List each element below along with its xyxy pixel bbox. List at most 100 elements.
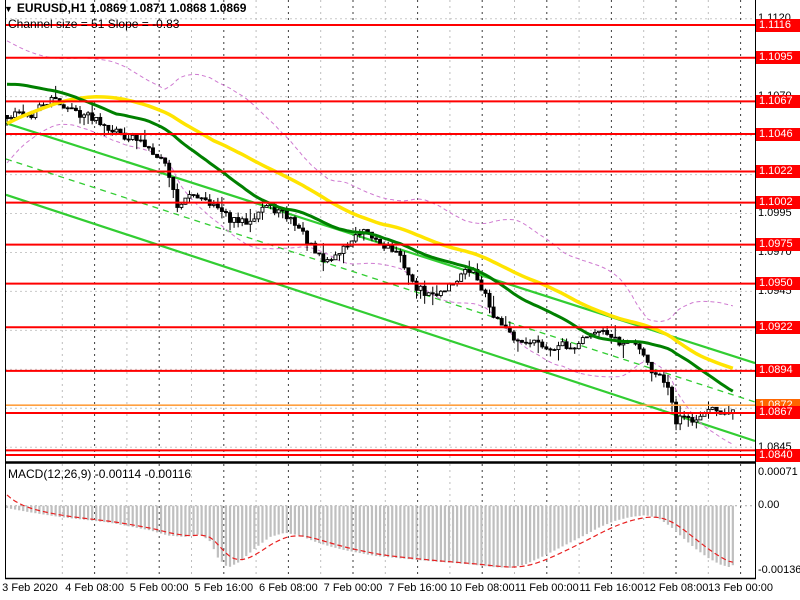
- time-axis-label: 13 Feb 00:00: [708, 582, 774, 594]
- macd-histogram-bar: [314, 505, 317, 542]
- macd-histogram-bar: [435, 505, 438, 562]
- macd-histogram-bar: [719, 505, 722, 565]
- price-level-badge: 1.0975: [756, 238, 800, 252]
- macd-histogram-bar: [561, 505, 564, 547]
- macd-histogram-bar: [176, 505, 179, 537]
- macd-histogram-bar: [131, 505, 134, 528]
- levels-layer: [5, 24, 755, 457]
- candle-body: [69, 107, 74, 110]
- macd-histogram-bar: [589, 505, 593, 532]
- candle-body: [256, 211, 261, 220]
- macd-scale-axis[interactable]: 0.00071 0.00 -0.00136: [756, 0, 800, 600]
- candle-body: [321, 253, 326, 263]
- macd-histogram-bar: [310, 505, 313, 541]
- macd-histogram-bar: [172, 505, 175, 537]
- candle-body: [94, 116, 99, 121]
- macd-histogram-bar: [87, 505, 90, 521]
- candle-body: [191, 194, 196, 196]
- macd-histogram-bar: [614, 505, 617, 521]
- macd-histogram-bar: [456, 505, 459, 564]
- macd-histogram-bar: [46, 505, 49, 516]
- candle-body: [224, 211, 228, 214]
- time-axis[interactable]: 3 Feb 2020 4 Feb 08:00 5 Feb 00:00 5 Feb 16…: [0, 580, 800, 600]
- macd-histogram-bar: [464, 505, 467, 565]
- channel-lower-line[interactable]: [5, 193, 755, 443]
- macd-histogram-bar: [500, 505, 503, 568]
- channel-middle-line[interactable]: [5, 158, 755, 403]
- macd-histogram-bar: [476, 505, 479, 566]
- price-level-badge: 1.0867: [756, 406, 800, 420]
- candle-body: [438, 290, 443, 296]
- time-axis-label: 11 Feb 00:00: [514, 582, 579, 594]
- candle-body: [694, 419, 699, 423]
- bollinger-upper-band: [6, 40, 733, 323]
- macd-histogram-bar: [151, 505, 155, 532]
- candle-body: [13, 111, 18, 118]
- candle-body: [106, 124, 111, 131]
- candle-body: [203, 197, 208, 201]
- candle-body: [714, 406, 719, 412]
- macd-histogram-bar: [164, 505, 167, 535]
- candle-body: [536, 339, 541, 343]
- candle-body: [414, 280, 419, 291]
- macd-histogram-bar: [468, 505, 471, 565]
- macd-histogram-bar: [261, 505, 264, 543]
- macd-histogram-bar: [277, 505, 280, 535]
- time-axis-label: 12 Feb 08:00: [643, 582, 709, 594]
- time-axis-label: 5 Feb 16:00: [194, 582, 254, 594]
- price-axis[interactable]: 1.11201.10951.10701.10451.10201.09951.09…: [756, 0, 800, 600]
- macd-histogram-bar: [354, 505, 357, 553]
- candle-body: [134, 134, 139, 141]
- macd-histogram-bar: [346, 505, 349, 551]
- candle-body: [211, 203, 216, 206]
- macd-histogram-bar: [289, 505, 292, 534]
- macd-histogram-bar: [557, 505, 560, 549]
- macd-histogram-bar: [293, 505, 297, 535]
- candle-body: [146, 146, 151, 149]
- candle-body: [17, 111, 22, 114]
- macd-histogram-bar: [585, 505, 588, 535]
- candle-body: [219, 207, 224, 212]
- candle-body: [155, 153, 159, 158]
- candle-body: [576, 343, 581, 350]
- candle-body: [511, 331, 516, 341]
- macd-histogram-bar: [374, 505, 378, 557]
- candle-body: [284, 210, 289, 220]
- macd-histogram-bar: [427, 505, 430, 562]
- macd-histogram-bar: [492, 505, 495, 568]
- macd-histogram-bar: [666, 505, 670, 525]
- candle-body: [345, 245, 350, 248]
- macd-histogram-bar: [42, 505, 45, 515]
- macd-histogram-bar: [650, 505, 653, 517]
- candle-body: [686, 415, 691, 418]
- macd-signal-line: [6, 494, 733, 568]
- candle-body: [406, 267, 411, 276]
- candle-body: [353, 234, 358, 242]
- candle-body: [236, 217, 241, 223]
- macd-histogram-bar: [253, 505, 256, 549]
- candle-body: [548, 348, 553, 351]
- time-axis-label: 3 Feb 2020: [2, 582, 58, 594]
- candle-body: [183, 197, 188, 205]
- macd-histogram-bar: [184, 505, 187, 537]
- macd-histogram-bar: [703, 505, 706, 556]
- macd-histogram-bar: [395, 505, 398, 558]
- candle-body: [710, 406, 715, 410]
- time-axis-label: 5 Feb 00:00: [129, 582, 189, 594]
- candle-body: [434, 293, 439, 296]
- symbol-dropdown-icon[interactable]: ▼: [4, 4, 13, 14]
- candle-body: [442, 290, 447, 293]
- macd-histogram-bar: [451, 505, 455, 563]
- macd-histogram-bar: [423, 505, 426, 561]
- macd-histogram-bar: [70, 505, 73, 519]
- candle-body: [540, 341, 545, 348]
- price-level-badge: 1.1046: [756, 127, 800, 141]
- macd-histogram-bar: [322, 505, 325, 545]
- candle-body: [568, 347, 573, 350]
- candle-body: [479, 279, 484, 291]
- macd-histogram-bar: [387, 505, 390, 558]
- macd-histogram-bar: [297, 505, 301, 536]
- macd-histogram-bar: [111, 505, 114, 524]
- macd-histogram-bar: [18, 505, 21, 511]
